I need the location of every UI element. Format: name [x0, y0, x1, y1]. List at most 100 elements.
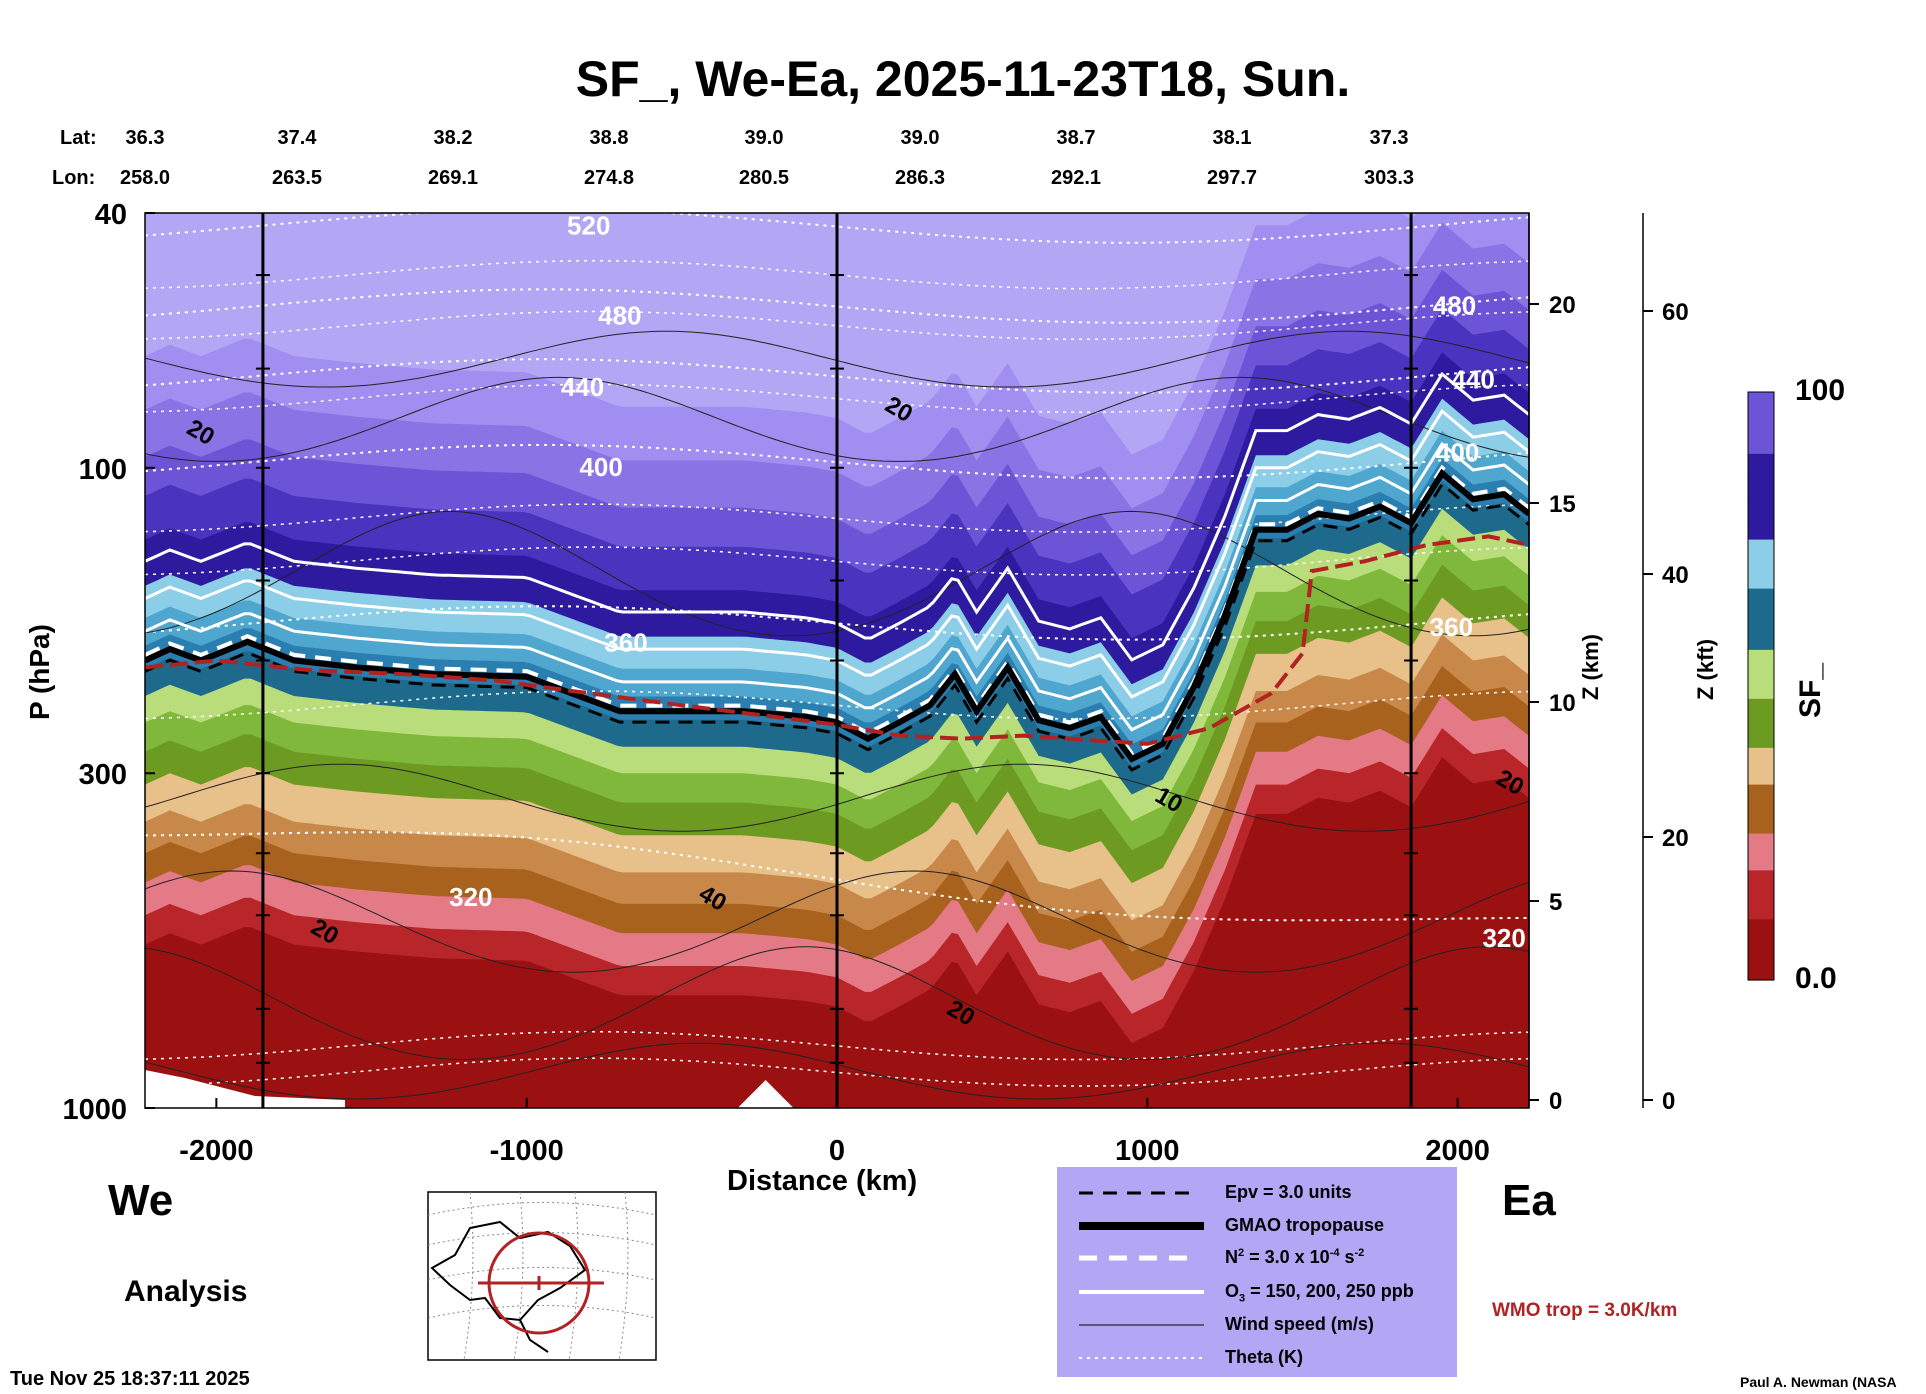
- terrain: [145, 1070, 345, 1108]
- y-axis-label: P (hPa): [24, 624, 55, 720]
- colorbar-step: [1748, 955, 1774, 969]
- legend-swatches: [1079, 1191, 1204, 1359]
- legend-box: Epv = 3.0 units GMAO tropopause N2 = 3.0…: [1057, 1167, 1457, 1377]
- colorbar-step: [1748, 747, 1774, 761]
- colorbar-step: [1748, 502, 1774, 516]
- map-gridline: [618, 1191, 629, 1361]
- colorbar-step: [1748, 637, 1774, 650]
- lon-value: 263.5: [271, 167, 323, 189]
- legend-label-wind: Wind speed (m/s): [1225, 1314, 1374, 1334]
- lat-value: 39.0: [900, 127, 940, 149]
- n2-line: [145, 464, 1529, 756]
- colorbar-step: [1748, 820, 1774, 834]
- legend-label-ozone: O3 = 150, 200, 250 ppb: [1225, 1281, 1414, 1305]
- section-vertical-lines: [255, 213, 1419, 1108]
- colorbar-step: [1748, 784, 1774, 797]
- colorbar-step: [1748, 404, 1774, 418]
- colorbar: [1747, 391, 1775, 981]
- colorbar-step: [1748, 796, 1774, 810]
- colorbar-step: [1748, 943, 1774, 957]
- lat-value: 37.3: [1369, 127, 1409, 149]
- colorbar-step: [1748, 392, 1774, 405]
- x-tick-label: 0: [829, 1135, 845, 1167]
- colorbar-min-label: 0.0: [1795, 962, 1837, 995]
- colorbar-step: [1748, 918, 1774, 932]
- colorbar-step: [1748, 845, 1774, 859]
- y-tick-label: 40: [95, 199, 127, 231]
- theta-label: 360: [1430, 612, 1473, 642]
- theta-label: 440: [1451, 364, 1494, 394]
- z-kft-axis-label: Z (kft): [1693, 638, 1718, 700]
- epv-line: [145, 481, 1529, 772]
- lon-row-label: Lon:: [52, 167, 96, 189]
- map-gridline: [427, 1202, 657, 1216]
- legend-label-n2: N2 = 3.0 x 10-4 s-2: [1225, 1247, 1365, 1267]
- lon-value: 280.5: [738, 167, 790, 189]
- colorbar-step: [1748, 453, 1774, 467]
- lat-value: 38.2: [433, 127, 473, 149]
- theta-label: 360: [604, 627, 647, 657]
- colorbar-step: [1748, 551, 1774, 565]
- lon-value: 286.3: [894, 167, 946, 189]
- analysis-label: Analysis: [124, 1275, 248, 1308]
- map-gridline: [463, 1191, 474, 1361]
- theta-label: 320: [1482, 923, 1525, 953]
- colorbar-step: [1748, 808, 1774, 822]
- lat-row-label: Lat:: [60, 127, 97, 149]
- theta-label: 320: [449, 882, 492, 912]
- map-frame: [427, 1191, 657, 1361]
- lon-value: 258.0: [119, 167, 171, 189]
- lon-value: 303.3: [1363, 167, 1415, 189]
- colorbar-step: [1748, 771, 1774, 785]
- wmo-tropopause-line: [145, 534, 1529, 746]
- colorbar-step: [1748, 624, 1774, 638]
- zkft-tick-label: 60: [1662, 299, 1689, 326]
- colorbar-step: [1748, 931, 1774, 944]
- colorbar-step: [1748, 710, 1774, 724]
- legend-label-theta: Theta (K): [1225, 1347, 1303, 1367]
- colorbar-step: [1748, 477, 1774, 491]
- colorbar-label: SF_: [1794, 662, 1827, 718]
- axes: -2000 -1000 0 1000 2000 40 100 300 1000 0 5 10 15 20 0…: [62, 199, 1688, 1167]
- y-tick-label: 1000: [62, 1094, 127, 1126]
- theta-label: 480: [598, 300, 641, 330]
- x-tick-label: -1000: [490, 1135, 564, 1167]
- colorbar-step: [1748, 857, 1774, 871]
- zkft-tick-label: 0: [1662, 1088, 1675, 1115]
- lon-value: 274.8: [583, 167, 635, 189]
- west-label: We: [108, 1176, 174, 1225]
- colorbar-step: [1748, 906, 1774, 920]
- legend-label-tropopause: GMAO tropopause: [1225, 1215, 1385, 1235]
- map-gridline: [427, 1267, 657, 1281]
- colorbar-step: [1748, 869, 1774, 883]
- y-tick-label: 100: [79, 454, 127, 486]
- colorbar-step: [1748, 759, 1774, 773]
- colorbar-max-label: 100: [1795, 374, 1846, 407]
- zkm-tick-label: 20: [1549, 292, 1576, 319]
- map-coastline: [519, 1319, 549, 1353]
- lon-value: 292.1: [1050, 167, 1102, 189]
- colorbar-step: [1748, 882, 1774, 895]
- wmo-trop-label: WMO trop = 3.0K/km: [1492, 1300, 1678, 1321]
- colorbar-step: [1748, 441, 1774, 454]
- map-gridline: [427, 1305, 657, 1319]
- colorbar-step: [1748, 416, 1774, 430]
- map-gridline: [568, 1191, 579, 1361]
- colorbar-step: [1748, 967, 1774, 981]
- lat-value: 38.1: [1212, 127, 1252, 149]
- lon-value: 297.7: [1206, 167, 1258, 189]
- lat-value: 37.4: [277, 127, 317, 149]
- colorbar-step: [1748, 588, 1774, 601]
- zkft-tick-label: 40: [1662, 562, 1689, 589]
- lat-value: 38.7: [1056, 127, 1096, 149]
- zkft-tick-label: 20: [1662, 825, 1689, 852]
- colorbar-step: [1748, 661, 1774, 675]
- map-gridline: [427, 1232, 657, 1246]
- colorbar-step: [1748, 649, 1774, 663]
- colorbar-step: [1748, 722, 1774, 736]
- colorbar-step: [1748, 600, 1774, 614]
- lat-value: 38.8: [589, 127, 629, 149]
- theta-label: 520: [567, 211, 610, 241]
- map-gridline: [513, 1191, 524, 1361]
- colorbar-step: [1748, 514, 1774, 528]
